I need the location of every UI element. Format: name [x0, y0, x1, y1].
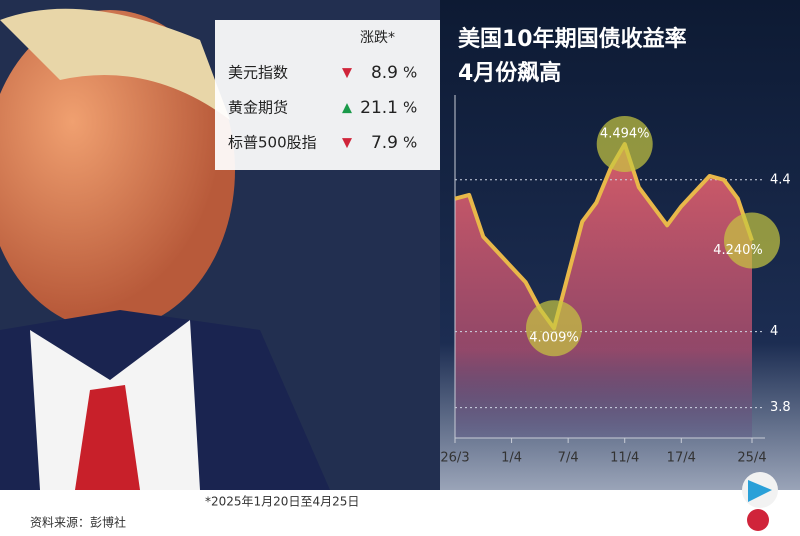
chart-subtitle: 4月份飙高 — [458, 60, 561, 86]
y-tick-label: 4 — [770, 324, 778, 339]
area — [455, 144, 752, 438]
row-name: 黄金期货 — [228, 99, 288, 117]
source: 资料来源：彭博社 — [30, 515, 126, 530]
y-tick-label: 4.4 — [770, 172, 791, 187]
value-label: 4.240% — [713, 243, 763, 258]
chart-title: 美国10年期国债收益率 — [458, 26, 687, 52]
highlight — [526, 300, 582, 357]
line — [454, 142, 754, 331]
x-tick-label: 1/4 — [501, 451, 522, 466]
photo-face — [0, 10, 235, 330]
x-tick-label: 7/4 — [558, 451, 579, 466]
row-value: 8.9 — [371, 63, 398, 83]
y-tick-label: 3.8 — [770, 400, 791, 415]
row-direction: ▼ — [342, 66, 352, 81]
footnote: *2025年1月20日至4月25日 — [205, 495, 359, 509]
row-name: 美元指数 — [228, 64, 288, 82]
x-tick-label: 11/4 — [610, 451, 639, 466]
row-name: 标普500股指 — [228, 134, 317, 152]
photo-tie — [75, 385, 140, 490]
logo — [742, 472, 778, 531]
row-unit: % — [403, 99, 417, 117]
row-value: 7.9 — [371, 133, 398, 153]
highlight — [724, 212, 780, 269]
row-unit: % — [403, 64, 417, 82]
x-tick-label: 26/3 — [440, 451, 469, 466]
table-panel — [215, 20, 440, 170]
row-unit: % — [403, 134, 417, 152]
photo-hair — [0, 8, 230, 120]
value-label: 4.009% — [529, 331, 579, 346]
row-direction: ▼ — [342, 136, 352, 151]
x-tick-label: 17/4 — [667, 451, 696, 466]
highlight — [596, 116, 653, 173]
row-direction: ▲ — [342, 101, 352, 116]
table-header: 涨跌* — [360, 30, 395, 46]
row-value: 21.1 — [360, 98, 398, 118]
value-label: 4.494% — [600, 127, 650, 142]
x-tick-label: 25/4 — [737, 451, 766, 466]
